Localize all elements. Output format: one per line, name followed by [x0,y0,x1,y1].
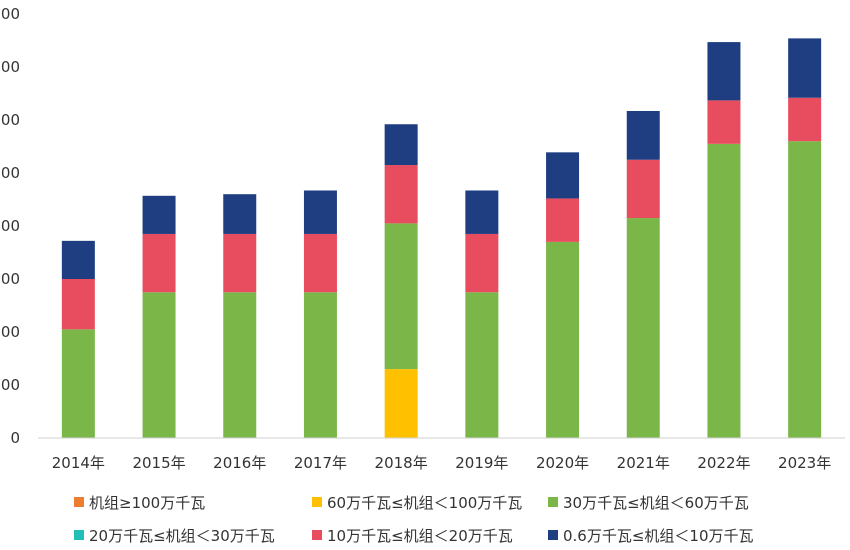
legend-swatch [74,530,84,540]
bar-segment-2020年-s5 [546,152,580,199]
y-tick-label: 800 [0,5,20,23]
legend-swatch [548,530,558,540]
stacked-bar-chart: 0 100 200 300 400 500 600 700 800 2014年 2015年 2016… [0,5,845,472]
chart-legend: 机组≥100万千瓦 60万千瓦≤机组＜100万千瓦 30万千瓦≤机组＜60万千瓦 20… [0,488,850,550]
bar-segment-2014年-s2 [61,329,95,438]
bar-segment-2022年-s4 [707,100,741,144]
bar-segment-2016年-s5 [223,194,257,234]
bar-segment-2021年-s5 [626,110,660,160]
bars-layer [61,38,822,438]
x-tick-label: 2015年 [132,454,185,472]
bar-segment-2016年-s2 [223,292,257,438]
x-axis-tick-labels: 2014年 2015年 2016年 2017年 2018年 2019年 2020年 2021年… [52,454,831,472]
legend-swatch [548,497,558,507]
bar-segment-2022年-s5 [707,42,741,101]
bar-segment-2014年-s4 [61,279,95,330]
y-axis-tick-labels: 0 100 200 300 400 500 600 700 800 [0,5,20,447]
bar-segment-2017年-s5 [303,190,337,234]
bar-segment-2017年-s4 [303,233,337,293]
legend-item: 0.6万千瓦≤机组＜10万千瓦 [548,525,754,545]
x-tick-label: 2016年 [213,454,266,472]
x-tick-label: 2017年 [294,454,347,472]
y-tick-label: 300 [0,270,20,288]
legend-item: 20万千瓦≤机组＜30万千瓦 [74,525,275,545]
legend-swatch [312,497,322,507]
bar-segment-2019年-s2 [465,292,499,438]
legend-label: 20万千瓦≤机组＜30万千瓦 [89,526,275,545]
legend-label: 60万千瓦≤机组＜100万千瓦 [327,493,523,512]
x-tick-label: 2018年 [375,454,428,472]
bar-segment-2020年-s2 [546,241,580,438]
x-tick-label: 2019年 [455,454,508,472]
x-tick-label: 2014年 [52,454,105,472]
bar-segment-2014年-s5 [61,240,95,279]
bar-segment-2018年-s5 [384,124,418,166]
legend-label: 30万千瓦≤机组＜60万千瓦 [563,493,749,512]
x-tick-label: 2023年 [778,454,831,472]
bar-segment-2019年-s5 [465,190,499,234]
legend-swatch [74,497,84,507]
bar-segment-2018年-s2 [384,223,418,370]
legend-item: 60万千瓦≤机组＜100万千瓦 [312,492,522,512]
legend-label: 10万千瓦≤机组＜20万千瓦 [327,526,513,545]
bar-segment-2015年-s5 [142,195,176,234]
x-tick-label: 2022年 [697,454,750,472]
bar-segment-2020年-s4 [546,198,580,242]
y-tick-label: 0 [10,429,20,447]
bar-segment-2015年-s2 [142,292,176,438]
y-tick-label: 400 [0,217,20,235]
bar-segment-2016年-s4 [223,233,257,293]
bar-segment-2018年-s4 [384,165,418,224]
bar-segment-2017年-s2 [303,292,337,438]
bar-segment-2023年-s2 [788,141,822,438]
bar-segment-2023年-s4 [788,97,822,142]
bar-segment-2018年-s1 [384,369,418,438]
y-tick-label: 700 [0,58,20,76]
x-tick-label: 2020年 [536,454,589,472]
bar-segment-2021年-s2 [626,218,660,438]
bar-segment-2023年-s5 [788,38,822,98]
bar-segment-2021年-s4 [626,159,660,219]
legend-label: 0.6万千瓦≤机组＜10万千瓦 [563,526,754,545]
bar-segment-2015年-s4 [142,233,176,293]
y-tick-label: 200 [0,323,20,341]
legend-item: 30万千瓦≤机组＜60万千瓦 [548,492,749,512]
y-tick-label: 500 [0,164,20,182]
legend-item: 10万千瓦≤机组＜20万千瓦 [312,525,513,545]
legend-swatch [312,530,322,540]
y-tick-label: 600 [0,111,20,129]
y-tick-label: 100 [0,376,20,394]
legend-label: 机组≥100万千瓦 [89,493,206,512]
legend-item: 机组≥100万千瓦 [74,492,205,512]
x-tick-label: 2021年 [617,454,670,472]
bar-segment-2022年-s2 [707,143,741,438]
bar-segment-2019年-s4 [465,233,499,293]
